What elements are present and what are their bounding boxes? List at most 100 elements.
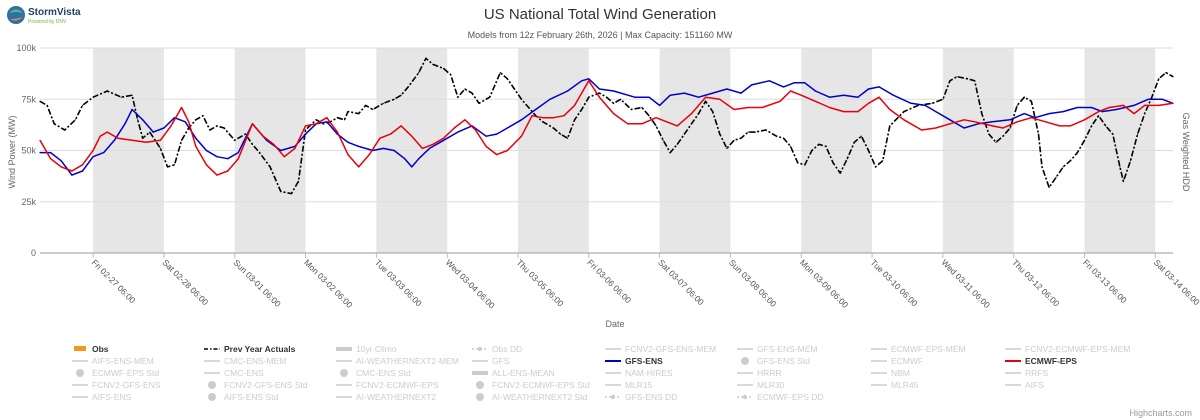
data-point	[1108, 106, 1110, 109]
legend-label: AI-WEATHERNEXT2 Std	[492, 392, 588, 402]
legend-item-aifs[interactable]: AIFS	[1005, 380, 1044, 390]
legend-item-cmc-ens[interactable]: CMC-ENS	[204, 368, 264, 378]
plot-series	[39, 57, 1174, 195]
legend-marker	[76, 369, 84, 377]
legend-item-ai-weathernext2-std[interactable]: AI-WEATHERNEXT2 Std	[476, 392, 588, 402]
data-point	[506, 127, 508, 129]
data-point	[574, 104, 576, 106]
data-point	[336, 131, 338, 133]
legend-item-nam-hires[interactable]: NAM-HIRES	[605, 368, 673, 378]
data-point	[875, 166, 877, 168]
x-tick-label: Thu 03-12 06:00	[1010, 257, 1061, 308]
legend-item-fcnv2-ecmwf-eps[interactable]: FCNV2-ECMWF-EPS	[336, 380, 439, 390]
data-point	[283, 156, 285, 158]
y-gridlines	[40, 47, 1173, 254]
legend-item-gfs-ens-dd[interactable]: GFS-ENS DD	[605, 392, 677, 402]
data-point	[358, 166, 360, 168]
data-point	[712, 111, 714, 113]
data-point	[662, 139, 664, 141]
data-point	[400, 125, 402, 127]
data-point	[404, 158, 406, 160]
legend-item-ecmwf-eps[interactable]: ECMWF-EPS	[1005, 356, 1077, 366]
data-point	[46, 104, 48, 106]
legend-item-gfs-ens-std[interactable]: GFS-ENS Std	[741, 356, 810, 366]
data-point	[304, 133, 307, 135]
data-point	[705, 96, 707, 98]
data-point	[1122, 180, 1124, 182]
legend-item-obs[interactable]: Obs	[74, 344, 109, 354]
legend-item-mlr45[interactable]: MLR45	[871, 380, 919, 390]
data-point	[1129, 160, 1132, 162]
legend-item-fcnv2-ecmwf-eps-std[interactable]: FCNV2-ECMWF-EPS Std	[476, 380, 590, 390]
legend-item-10yr-climo[interactable]: 10yr Climo	[336, 344, 397, 354]
legend-item-ecmwf[interactable]: ECMWF	[871, 356, 923, 366]
legend-item-aifs-ens[interactable]: AIFS-ENS	[72, 392, 132, 402]
data-point	[563, 115, 565, 117]
legend-item-rrfs[interactable]: RRFS	[1005, 368, 1048, 378]
data-point	[418, 72, 420, 74]
data-point	[251, 123, 253, 125]
data-point	[1030, 100, 1032, 102]
highcharts-credit[interactable]: Highcharts.com	[1129, 408, 1192, 418]
data-point	[1069, 125, 1071, 127]
data-point	[244, 133, 246, 135]
data-point	[648, 96, 650, 98]
data-point	[659, 104, 661, 106]
data-point	[1112, 133, 1114, 135]
data-point	[443, 67, 445, 70]
data-point	[860, 135, 863, 137]
data-point	[149, 131, 151, 133]
legend-item-ecmwf-eps-std[interactable]: ECMWF-EPS Std	[76, 368, 159, 378]
data-point	[358, 145, 360, 147]
legend-item-aifs-ens-std[interactable]: AIFS-ENS Std	[208, 392, 279, 402]
legend-item-fcnv2-gfs-ens-std[interactable]: FCNV2-GFS-ENS Std	[208, 380, 308, 390]
data-point	[655, 125, 657, 127]
legend-item-hrrr[interactable]: HRRR	[737, 368, 782, 378]
legend-item-fcnv2-ecmwf-eps-mem[interactable]: FCNV2-ECMWF-EPS-MEM	[1005, 344, 1130, 354]
data-point	[949, 80, 951, 82]
data-point	[432, 143, 434, 145]
legend-label: AI-WEATHERNEXT2-MEM	[356, 356, 459, 366]
data-point	[1076, 106, 1078, 109]
data-point	[931, 102, 933, 104]
legend-item-obs-dd[interactable]: Obs DD	[472, 344, 522, 354]
legend-item-ecmwf-eps-dd[interactable]: ECMWF-EPS DD	[737, 392, 824, 402]
data-point	[347, 141, 349, 143]
legend-marker	[340, 369, 348, 377]
data-point	[740, 137, 742, 139]
data-point	[552, 127, 555, 129]
legend-item-mlr30[interactable]: MLR30	[737, 380, 785, 390]
legend-item-nbm[interactable]: NBM	[871, 368, 910, 378]
legend-label: GFS	[492, 356, 510, 366]
data-point	[967, 78, 969, 80]
x-tick-label: Sun 03-01 06:00	[231, 257, 283, 309]
data-point	[181, 139, 183, 141]
data-point	[81, 164, 84, 166]
legend-item-ecmwf-eps-mem[interactable]: ECMWF-EPS-MEM	[871, 344, 966, 354]
legend-item-fcnv2-gfs-ens-mem[interactable]: FCNV2-GFS-ENS-MEM	[605, 344, 716, 354]
legend-item-all-ens-mean[interactable]: ALL-ENS-MEAN	[472, 368, 555, 378]
legend-item-ai-weathernext2[interactable]: AI-WEATHERNEXT2	[336, 392, 436, 402]
x-tick-label: Mon 03-02 06:00	[302, 257, 355, 310]
legend-item-cmc-ens-mem[interactable]: CMC-ENS-MEM	[204, 356, 286, 366]
data-point	[506, 149, 508, 152]
data-point	[666, 121, 668, 123]
legend-item-aifs-ens-mem[interactable]: AIFS-ENS-MEM	[72, 356, 154, 366]
legend-item-gfs[interactable]: GFS	[472, 356, 510, 366]
data-point	[832, 162, 834, 164]
legend-item-ai-weathernext2-mem[interactable]: AI-WEATHERNEXT2-MEM	[336, 356, 459, 366]
legend-item-cmc-ens-std[interactable]: CMC-ENS Std	[340, 368, 411, 378]
legend-item-fcnv2-gfs-ens[interactable]: FCNV2-GFS-ENS	[72, 380, 161, 390]
data-point	[1030, 117, 1032, 119]
legend-item-mlr15[interactable]: MLR15	[605, 380, 653, 390]
data-point	[1062, 166, 1064, 168]
data-point	[991, 125, 994, 127]
data-point	[588, 78, 590, 80]
data-point	[733, 108, 735, 111]
legend-item-gfs-ens[interactable]: GFS-ENS	[605, 356, 663, 366]
legend-label: ECMWF-EPS Std	[92, 368, 159, 378]
legend-item-prev-year-actuals[interactable]: Prev Year Actuals	[204, 344, 296, 354]
data-point	[804, 82, 806, 84]
legend-item-gfs-ens-mem[interactable]: GFS-ENS-MEM	[737, 344, 817, 354]
